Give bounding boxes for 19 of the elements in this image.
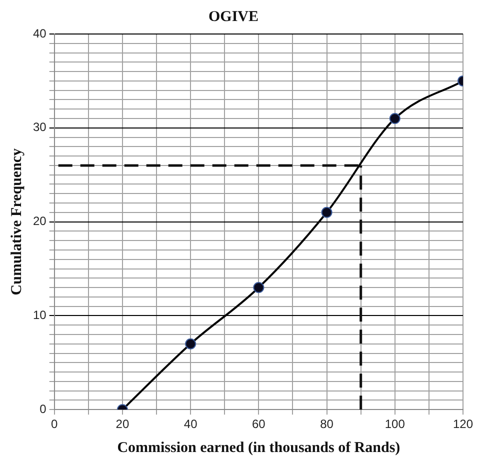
- x-tick-label: 120: [452, 417, 474, 432]
- x-axis-title: Commission earned (in thousands of Rands): [117, 440, 400, 456]
- x-tick-label: 80: [320, 417, 334, 432]
- y-tick-label: 30: [32, 120, 47, 134]
- y-tick-label: 10: [32, 308, 47, 322]
- x-tick-label: 40: [184, 417, 198, 432]
- y-tick-label: 40: [32, 26, 47, 40]
- point: [185, 338, 196, 350]
- x-tick-label: 100: [384, 417, 406, 432]
- chart-title: OGIVE: [208, 8, 259, 25]
- x-tick-label: 0: [51, 417, 58, 432]
- y-axis-title: Cumulative Frequency: [8, 148, 25, 296]
- point: [321, 206, 332, 218]
- y-tick-label: 20: [32, 214, 47, 228]
- point: [389, 113, 400, 124]
- y-tick-label: 0: [40, 402, 47, 416]
- point: [253, 282, 264, 294]
- x-tick-label: 20: [116, 417, 130, 432]
- x-tick-label: 60: [252, 417, 266, 432]
